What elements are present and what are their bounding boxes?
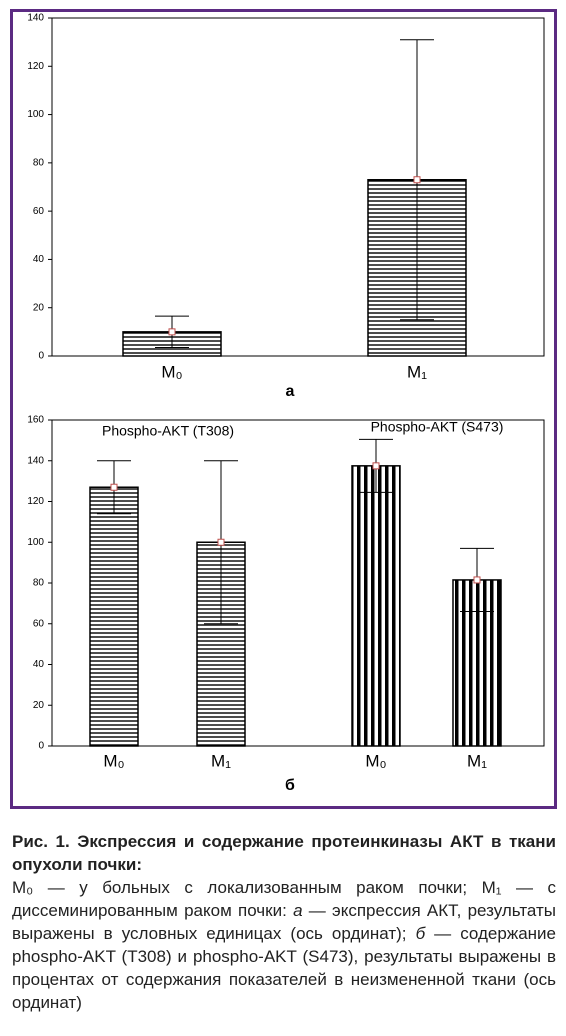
mean-marker (168, 328, 176, 336)
y-tick-label: 80 (33, 578, 45, 589)
plot-area (51, 17, 545, 357)
x-tick-label: M₀ (103, 751, 124, 770)
mean-marker (110, 483, 118, 491)
mean-marker (473, 576, 481, 584)
bar (122, 331, 222, 357)
x-tick-label: M₁ (407, 362, 427, 381)
y-tick-label: 60 (33, 206, 45, 217)
y-tick-label: 80 (33, 157, 45, 168)
y-tick-label: 20 (33, 302, 45, 313)
caption: Рис. 1. Экспрессия и содержание протеинк… (12, 830, 556, 1014)
caption-text: — экспрессия АКТ, результаты выражены в … (12, 901, 557, 943)
figure-frame (10, 9, 557, 809)
x-tick-label: M₁ (211, 751, 231, 770)
x-tick-label: M₁ (467, 751, 487, 770)
y-tick-label: 60 (33, 618, 45, 629)
bar (89, 486, 139, 747)
x-tick-label: M₀ (161, 362, 182, 381)
panel-label: а (286, 383, 295, 400)
caption-text: — содержание phospho-AKT (T308) и phosph… (12, 924, 556, 1012)
bar (351, 465, 401, 747)
mean-marker (413, 176, 421, 184)
caption-body: M₀ — у больных с локализованным раком по… (12, 876, 556, 1014)
caption-text: б (415, 924, 426, 943)
y-tick-label: 0 (38, 351, 44, 362)
figure: 0 20 40 60 80 100 120 140 M₀ M₁ а 0 20 40 60 80 100 120 14… (10, 9, 557, 809)
caption-text: M₀ — у больных с локализованным раком по… (12, 878, 556, 920)
y-tick-label: 40 (33, 659, 45, 670)
y-tick-label: 140 (27, 455, 44, 466)
y-tick-label: 140 (27, 13, 44, 24)
y-tick-label: 120 (27, 61, 44, 72)
mean-marker (372, 462, 380, 470)
caption-title: Рис. 1. Экспрессия и содержание протеинк… (12, 832, 556, 874)
series-label: Phospho-AKT (S473) (371, 419, 504, 435)
panel-label: б (285, 777, 295, 794)
series-label: Phospho-AKT (T308) (102, 423, 234, 439)
y-tick-label: 100 (27, 537, 44, 548)
y-tick-label: 120 (27, 496, 44, 507)
bar (196, 541, 246, 747)
y-tick-label: 20 (33, 700, 45, 711)
x-tick-label: M₀ (365, 751, 386, 770)
mean-marker (217, 538, 225, 546)
y-tick-label: 0 (38, 741, 44, 752)
y-tick-label: 160 (27, 415, 44, 426)
caption-text: а (293, 901, 303, 920)
y-tick-label: 40 (33, 254, 45, 265)
y-tick-label: 100 (27, 109, 44, 120)
